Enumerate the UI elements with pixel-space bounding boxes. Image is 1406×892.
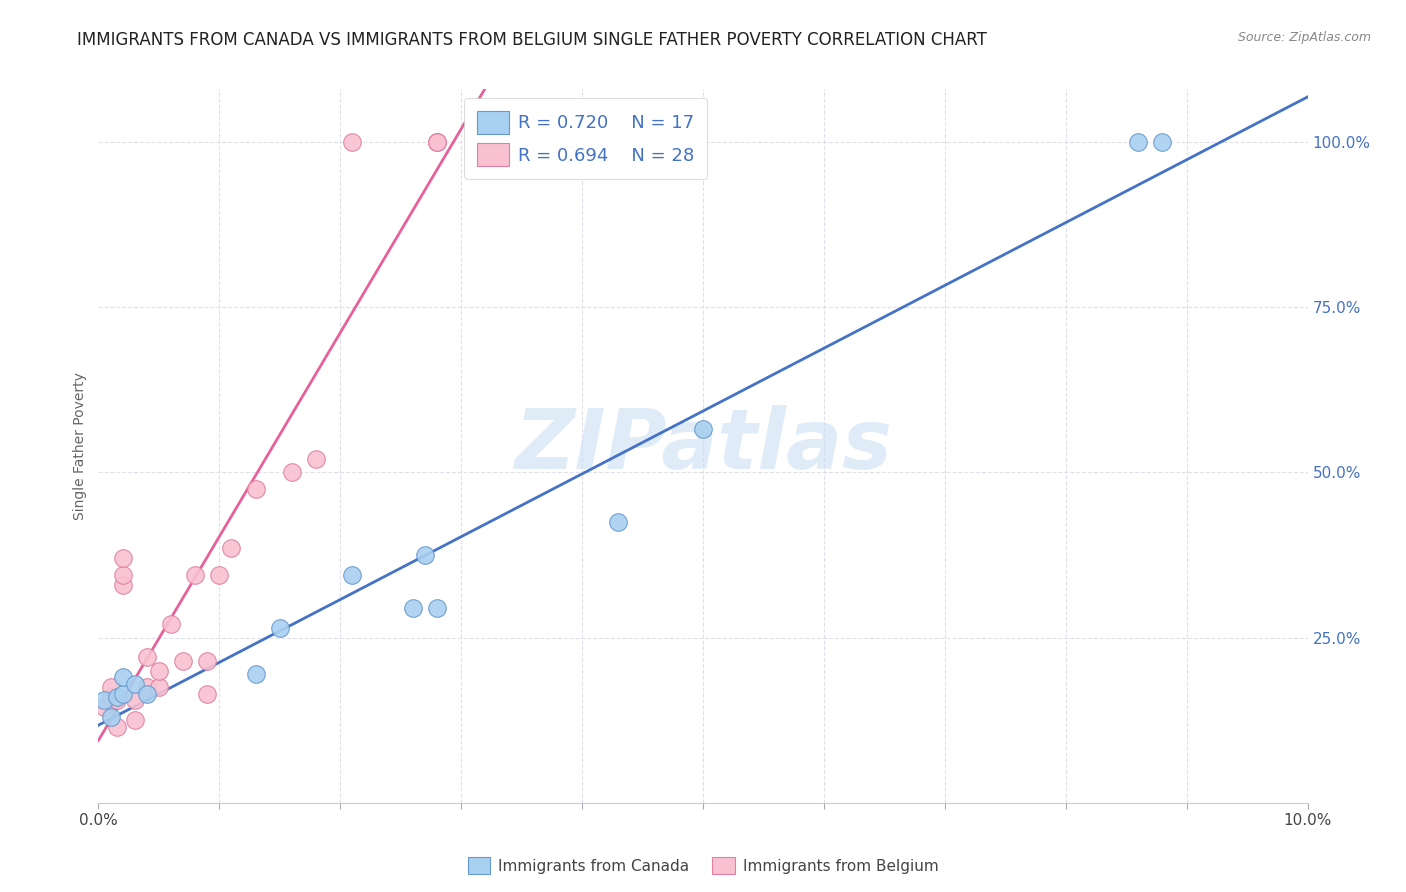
Point [124,693,146,707]
Point [135,680,157,694]
Point [342,567,364,582]
Point [160,617,183,632]
Point [245,482,267,496]
Point [426,600,449,615]
Point [692,422,714,436]
Point [93,700,115,714]
Point [342,135,364,149]
Point [135,650,157,665]
Y-axis label: Single Father Poverty: Single Father Poverty [73,372,87,520]
Point [111,578,134,592]
Point [124,713,146,727]
Point [105,690,128,704]
Point [148,664,170,678]
Point [195,687,218,701]
Legend: Immigrants from Canada, Immigrants from Belgium: Immigrants from Canada, Immigrants from … [461,851,945,880]
Point [426,135,449,149]
Point [269,621,291,635]
Point [135,687,157,701]
Point [100,690,122,704]
Point [93,693,115,707]
Point [105,720,128,734]
Point [148,680,170,694]
Legend: R = 0.720    N = 17, R = 0.694    N = 28: R = 0.720 N = 17, R = 0.694 N = 28 [464,98,707,179]
Text: Source: ZipAtlas.com: Source: ZipAtlas.com [1237,31,1371,45]
Point [111,551,134,566]
Point [281,466,304,480]
Point [111,670,134,684]
Point [105,693,128,707]
Point [124,677,146,691]
Point [607,515,630,529]
Point [1128,135,1150,149]
Point [305,452,328,467]
Point [100,680,122,694]
Point [111,687,134,701]
Point [172,654,194,668]
Text: IMMIGRANTS FROM CANADA VS IMMIGRANTS FROM BELGIUM SINGLE FATHER POVERTY CORRELAT: IMMIGRANTS FROM CANADA VS IMMIGRANTS FRO… [77,31,987,49]
Point [221,541,243,556]
Point [245,667,267,681]
Point [195,654,218,668]
Point [426,135,449,149]
Point [426,135,449,149]
Point [208,567,231,582]
Text: ZIPatlas: ZIPatlas [515,406,891,486]
Point [402,600,425,615]
Point [111,567,134,582]
Point [100,710,122,724]
Point [413,548,436,562]
Point [184,567,207,582]
Point [1152,135,1174,149]
